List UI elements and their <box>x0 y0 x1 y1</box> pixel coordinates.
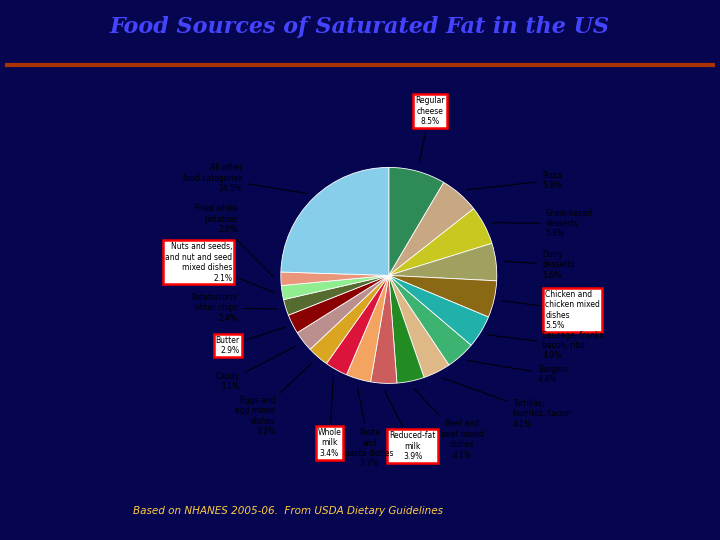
Text: Based on NHANES 2005-06.  From USDA Dietary Guidelines: Based on NHANES 2005-06. From USDA Dieta… <box>133 506 443 516</box>
Text: Potato/corn/
other chips
2.4%: Potato/corn/ other chips 2.4% <box>191 293 278 323</box>
Wedge shape <box>389 275 497 317</box>
Text: Pasta
and
pasta dishes
3.7%: Pasta and pasta dishes 3.7% <box>345 387 394 468</box>
Text: Whole
milk
3.4%: Whole milk 3.4% <box>318 377 341 458</box>
Wedge shape <box>346 275 389 382</box>
Text: Chicken and
chicken mixed
dishes
5.5%: Chicken and chicken mixed dishes 5.5% <box>502 290 600 330</box>
Text: All other
food categories
24.5%: All other food categories 24.5% <box>184 163 307 193</box>
Text: Dairy
desserts
5.6%: Dairy desserts 5.6% <box>504 249 575 280</box>
Wedge shape <box>371 275 397 383</box>
Wedge shape <box>289 275 389 333</box>
Text: Nuts and seeds,
and nut and seed
mixed dishes
2.1%: Nuts and seeds, and nut and seed mixed d… <box>165 242 274 293</box>
Text: Candy
3.1%: Candy 3.1% <box>215 346 297 391</box>
Text: Tortillas,
burritos, tacosᵇ
4.1%: Tortillas, burritos, tacosᵇ 4.1% <box>442 378 572 429</box>
Wedge shape <box>389 275 471 365</box>
Wedge shape <box>282 275 389 300</box>
Wedge shape <box>310 275 389 363</box>
Wedge shape <box>389 275 424 383</box>
Wedge shape <box>389 183 474 275</box>
Wedge shape <box>389 275 449 377</box>
Wedge shape <box>389 275 488 345</box>
Text: Reduced-fat
milk
3.9%: Reduced-fat milk 3.9% <box>384 391 436 461</box>
Text: Pizza
5.9%: Pizza 5.9% <box>467 171 562 190</box>
Text: Fried white
potatoes
2.0%: Fried white potatoes 2.0% <box>195 204 274 277</box>
Wedge shape <box>389 244 497 281</box>
Text: Butter
2.9%: Butter 2.9% <box>215 327 285 355</box>
Text: Burgers
4.4%: Burgers 4.4% <box>467 360 567 384</box>
Wedge shape <box>284 275 389 315</box>
Wedge shape <box>281 167 389 275</box>
Text: Beef and
beef mixed
dishes
4.1%: Beef and beef mixed dishes 4.1% <box>414 388 484 460</box>
Text: Food Sources of Saturated Fat in the US: Food Sources of Saturated Fat in the US <box>110 16 610 38</box>
Wedge shape <box>389 167 444 275</box>
Text: Sausage, franks,
bacon, ribs
4.9%: Sausage, franks, bacon, ribs 4.9% <box>488 330 606 361</box>
Text: Regular
cheese
8.5%: Regular cheese 8.5% <box>415 96 445 163</box>
Text: Eggs and
egg mixed
dishes
3.2%: Eggs and egg mixed dishes 3.2% <box>235 363 312 436</box>
Wedge shape <box>389 208 492 275</box>
Wedge shape <box>281 272 389 286</box>
Wedge shape <box>297 275 389 349</box>
Wedge shape <box>326 275 389 375</box>
Text: Grain-based
desserts
5.8%: Grain-based desserts 5.8% <box>492 208 593 239</box>
